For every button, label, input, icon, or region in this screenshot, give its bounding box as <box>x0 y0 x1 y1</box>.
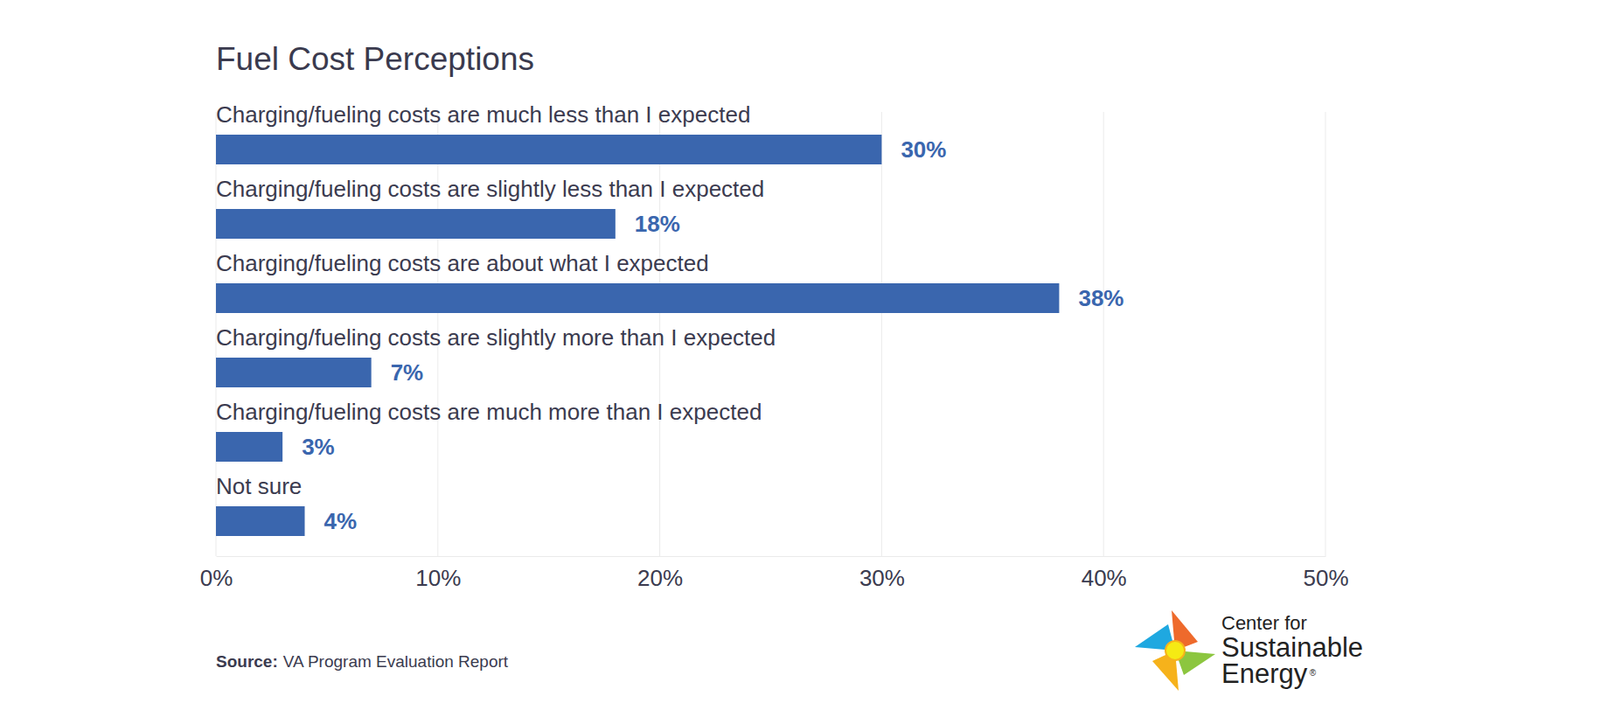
category-label: Charging/fueling costs are much less tha… <box>215 101 751 128</box>
bar <box>215 431 283 462</box>
bars <box>215 134 1059 536</box>
bar <box>215 134 882 165</box>
grid-line <box>1325 111 1327 557</box>
axis-line <box>216 556 1327 557</box>
data-labels: 30% 18% 38% 7% 3% 4% <box>301 136 1124 535</box>
bar <box>215 283 1059 314</box>
tick: 0% <box>200 556 234 592</box>
source: Source:VA Program Evaluation Report <box>215 652 509 671</box>
source-text: VA Program Evaluation Report <box>283 652 509 671</box>
tick-label: 0% <box>200 564 234 592</box>
data-label: 4% <box>324 507 358 535</box>
data-label: 18% <box>634 210 681 237</box>
category-label: Charging/fueling costs are slightly less… <box>215 175 765 202</box>
bar <box>215 357 372 388</box>
tick: 50% <box>1302 556 1349 592</box>
tick-label: 30% <box>859 564 905 592</box>
grid <box>215 111 1326 557</box>
grid-line <box>881 111 883 557</box>
category-label: Charging/fueling costs are slightly more… <box>215 324 776 351</box>
tick-label: 40% <box>1081 564 1127 592</box>
logo-sun <box>1165 640 1185 661</box>
logo-text: Energy <box>1221 658 1308 689</box>
source-label: Source: <box>215 652 279 671</box>
category-label: Charging/fueling costs are much more tha… <box>215 398 762 425</box>
logo-mark: ® <box>1309 667 1317 678</box>
category-label: Not sure <box>215 473 302 500</box>
tick: 30% <box>859 556 905 592</box>
data-label: 30% <box>900 136 947 163</box>
tick: 40% <box>1081 556 1127 592</box>
bar <box>215 506 306 536</box>
grid-line <box>1103 111 1105 557</box>
tick-label: 20% <box>637 564 683 592</box>
tick-label: 50% <box>1302 564 1349 592</box>
tick: 20% <box>637 556 683 592</box>
bar <box>215 208 616 239</box>
data-label: 3% <box>301 433 335 460</box>
tick-label: 10% <box>415 564 461 592</box>
tick: 10% <box>415 556 461 592</box>
logo-text: Center for <box>1221 612 1308 634</box>
category-label: Charging/fueling costs are about what I … <box>215 250 710 277</box>
data-label: 38% <box>1078 285 1124 312</box>
title: Fuel Cost Perceptions <box>215 41 535 77</box>
chart: Fuel Cost Perceptions 0% 10% 20% 30% 40% 50% Ch… <box>0 0 1600 717</box>
data-label: 7% <box>390 359 425 386</box>
x-axis: 0% 10% 20% 30% 40% 50% <box>200 556 1350 592</box>
logo-icon <box>1134 610 1216 691</box>
